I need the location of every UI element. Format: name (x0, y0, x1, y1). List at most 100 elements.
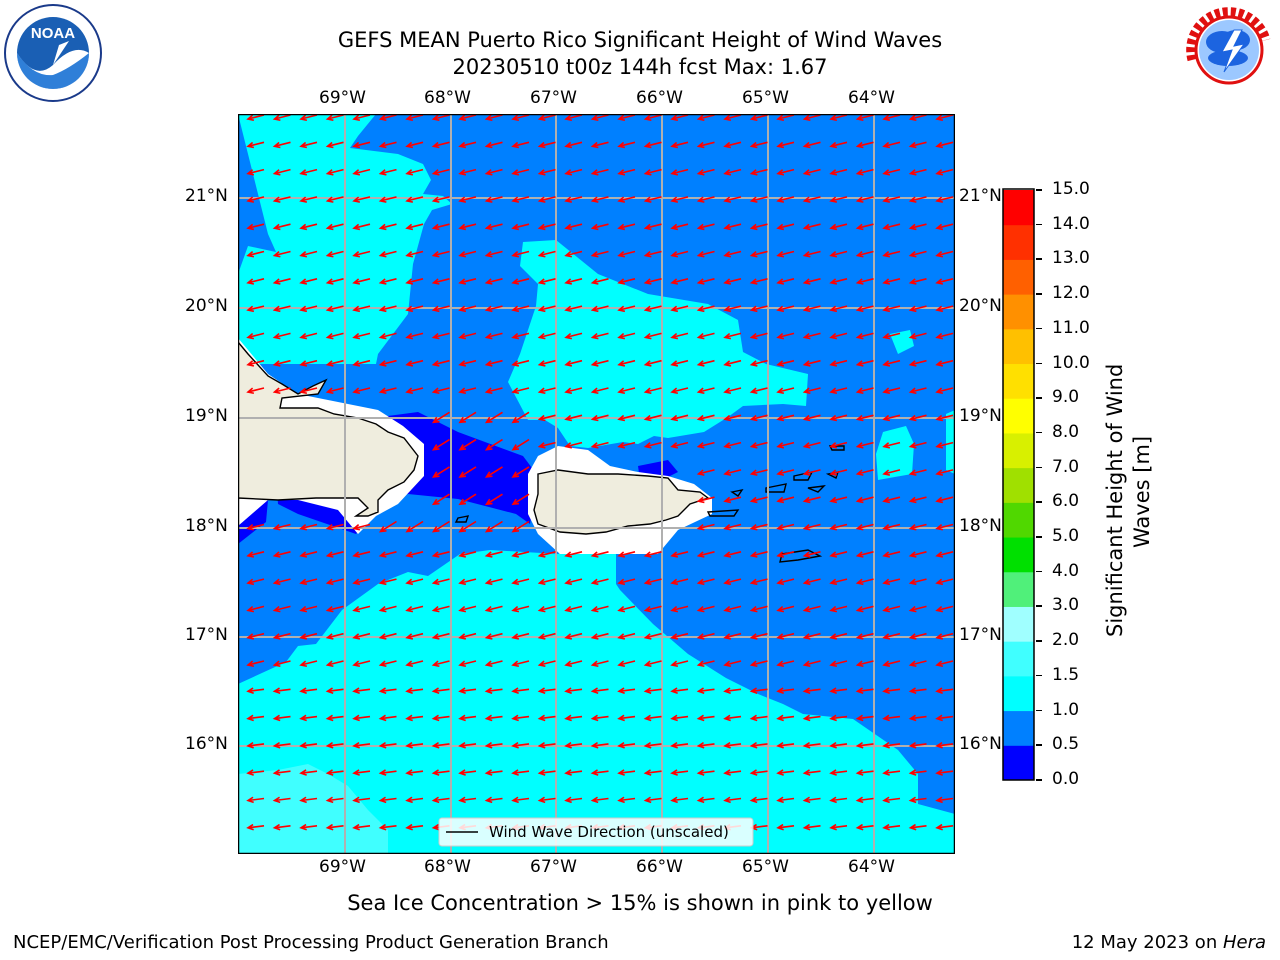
wave-direction-arrow (643, 250, 662, 258)
wave-direction-arrow (723, 332, 742, 340)
wave-direction-arrow (855, 196, 874, 203)
wave-direction-arrow (405, 632, 424, 640)
colorbar-tick-mark (1036, 674, 1042, 677)
wave-direction-arrow (352, 632, 371, 640)
wave-direction-arrow (564, 769, 583, 776)
wave-direction-arrow (564, 250, 583, 258)
wave-direction-arrow (431, 438, 450, 451)
wave-direction-arrow (935, 441, 954, 449)
wave-direction-arrow (670, 605, 689, 613)
wave-direction-arrow (935, 359, 954, 367)
wave-direction-arrow (855, 441, 874, 449)
wave-direction-arrow (511, 796, 530, 804)
wave-direction-arrow (511, 493, 530, 506)
colorbar-segment (1003, 537, 1034, 573)
colorbar-tick-label: 8.0 (1052, 421, 1080, 442)
wave-direction-arrow (935, 223, 954, 231)
wave-direction-arrow (299, 823, 318, 831)
wave-direction-arrow (272, 632, 291, 640)
lon-top-3: 67°W (530, 88, 577, 108)
wave-direction-arrow (802, 359, 821, 367)
wave-direction-arrow (299, 769, 318, 776)
wave-direction-arrow (617, 687, 636, 694)
wave-band-1p0-1p5-east-2 (876, 426, 914, 480)
colorbar-tick-mark (1036, 189, 1042, 191)
wave-direction-arrow (299, 714, 318, 722)
wave-direction-arrow (484, 466, 503, 478)
lat-left-1: 21°N (185, 186, 228, 206)
wave-direction-arrow (272, 196, 291, 203)
wave-direction-arrow (670, 632, 689, 640)
wave-direction-arrow (537, 687, 556, 694)
wave-direction-arrow (908, 687, 927, 694)
wave-direction-arrow (272, 605, 291, 613)
wave-direction-arrow (458, 223, 477, 231)
wave-direction-arrow (458, 578, 477, 586)
wave-direction-arrow (537, 332, 556, 340)
wave-direction-arrow (882, 823, 901, 831)
wave-direction-arrow (882, 223, 901, 231)
wave-direction-arrow (564, 605, 583, 613)
wave-direction-arrow (431, 359, 450, 367)
wave-direction-arrow (935, 278, 954, 285)
wave-direction-arrow (511, 438, 530, 451)
wave-direction-arrow (802, 741, 821, 749)
wave-direction-arrow (405, 223, 424, 231)
lat-left-6: 16°N (185, 734, 228, 754)
wave-direction-arrow (405, 168, 424, 176)
wave-direction-arrow (299, 796, 318, 804)
wave-direction-arrow (431, 168, 450, 176)
wave-direction-arrow (908, 168, 927, 176)
wave-direction-arrow (458, 466, 477, 478)
wave-direction-arrow (749, 769, 768, 776)
wave-direction-arrow (802, 769, 821, 776)
wave-direction-arrow (776, 605, 795, 613)
wave-direction-arrow (696, 114, 715, 122)
wave-direction-arrow (855, 168, 874, 176)
colorbar (1002, 188, 1035, 781)
wave-direction-arrow (855, 687, 874, 694)
wave-direction-arrow (696, 196, 715, 203)
lat-left-2: 20°N (185, 296, 228, 316)
wave-direction-arrow (405, 250, 424, 258)
wave-direction-arrow (590, 114, 609, 122)
wave-direction-arrow (325, 196, 344, 203)
wave-direction-arrow (855, 523, 874, 531)
wave-direction-arrow (882, 523, 901, 531)
wave-direction-arrow (723, 496, 742, 504)
wave-direction-arrow (564, 796, 583, 804)
wave-direction-arrow (405, 114, 424, 122)
colorbar-title-line-1: Significant Height of Wind (1103, 363, 1127, 637)
wave-direction-arrow (696, 223, 715, 231)
wave-direction-arrow (590, 769, 609, 776)
wave-direction-arrow (882, 278, 901, 285)
wave-direction-arrow (537, 414, 556, 422)
wave-direction-arrow (935, 250, 954, 258)
colorbar-tick-mark (1036, 431, 1042, 434)
wave-direction-arrow (564, 359, 583, 367)
wave-direction-arrow (643, 660, 662, 668)
wave-direction-arrow (246, 769, 265, 776)
wave-direction-arrow (776, 196, 795, 203)
wave-direction-arrow (802, 823, 821, 831)
wave-direction-arrow (749, 796, 768, 804)
wave-direction-arrow (405, 141, 424, 149)
wave-direction-arrow (378, 250, 397, 258)
wave-direction-arrow (484, 493, 503, 506)
wave-direction-arrow (484, 359, 503, 367)
colorbar-tick-mark (1036, 605, 1042, 607)
wave-direction-arrow (405, 823, 424, 831)
wave-direction-arrow (749, 196, 768, 203)
wave-direction-arrow (935, 523, 954, 531)
wave-direction-arrow (935, 305, 954, 313)
wave-direction-arrow (246, 741, 265, 749)
wave-direction-arrow (484, 520, 503, 533)
wave-direction-arrow (617, 250, 636, 258)
wave-direction-arrow (855, 796, 874, 804)
colorbar-segment (1003, 641, 1034, 677)
wave-direction-arrow (511, 551, 530, 558)
wave-direction-arrow (325, 359, 344, 367)
wave-direction-arrow (617, 741, 636, 749)
wave-direction-arrow (617, 605, 636, 613)
wave-direction-arrow (882, 414, 901, 422)
